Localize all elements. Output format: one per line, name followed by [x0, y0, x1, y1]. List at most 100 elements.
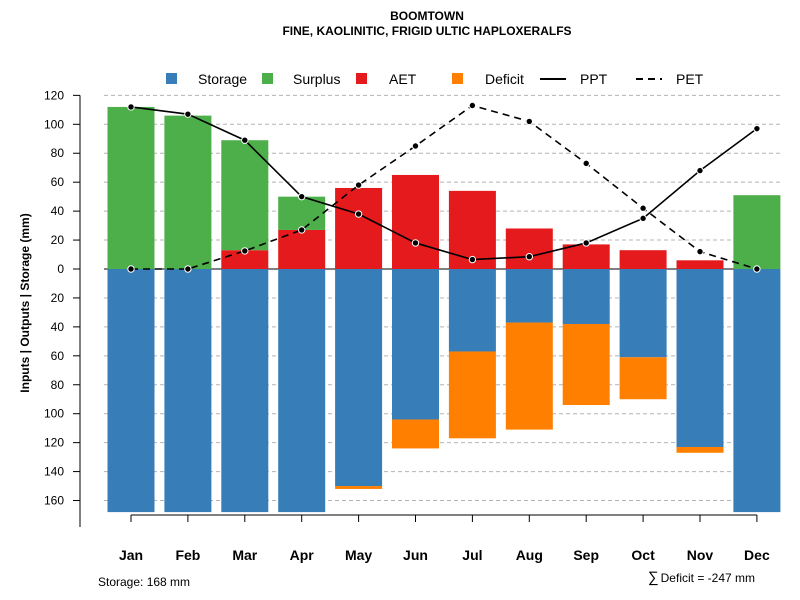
- point-pet-sep: [582, 159, 590, 168]
- point-ppt-oct: [639, 214, 647, 223]
- legend-label-deficit: Deficit: [485, 71, 524, 87]
- legend-swatch-deficit: [452, 73, 463, 84]
- point-pet-may: [354, 181, 363, 189]
- point-ppt-apr: [298, 192, 306, 201]
- legend-swatch-storage: [166, 73, 177, 84]
- bar-storage-dec: [733, 269, 781, 513]
- x-tick-label-sep: Sep: [573, 547, 599, 563]
- point-ppt-dec: [753, 124, 761, 133]
- x-tick-label-feb: Feb: [175, 547, 200, 563]
- chart-title: BOOMTOWN: [390, 9, 464, 23]
- bar-surplus-feb: [164, 115, 212, 269]
- legend-label-pet: PET: [676, 71, 704, 87]
- point-pet-aug: [525, 117, 533, 126]
- bar-surplus-jan: [107, 106, 155, 269]
- legend-swatch-aet: [356, 73, 367, 84]
- bar-deficit-aug: [505, 322, 553, 430]
- y-tick-label: 120: [44, 88, 64, 102]
- chart-subtitle: FINE, KAOLINITIC, FRIGID ULTIC HAPLOXERA…: [282, 24, 571, 38]
- x-tick-label-may: May: [345, 547, 372, 563]
- point-ppt-may: [354, 210, 363, 218]
- bar-aet-mar: [221, 250, 269, 269]
- bar-storage-jul: [448, 269, 496, 352]
- point-ppt-jul: [468, 255, 477, 264]
- x-tick-label-nov: Nov: [687, 547, 714, 563]
- y-tick-label: 60: [51, 349, 65, 363]
- lines: [127, 101, 761, 273]
- point-ppt-feb: [184, 110, 192, 118]
- y-tick-label: 160: [44, 494, 64, 508]
- legend: Storage Surplus AET Deficit PPT PET: [166, 71, 704, 87]
- bar-storage-apr: [278, 269, 326, 513]
- y-tick-label: 120: [44, 436, 64, 450]
- point-pet-dec: [753, 265, 761, 273]
- point-ppt-aug: [525, 253, 533, 261]
- x-tick-label-mar: Mar: [232, 547, 257, 563]
- sum-symbol: ∑: [648, 569, 659, 586]
- point-pet-nov: [696, 247, 704, 256]
- bar-aet-may: [335, 187, 383, 269]
- point-pet-jun: [411, 142, 420, 150]
- bar-storage-oct: [619, 269, 667, 358]
- bar-storage-jan: [107, 269, 155, 513]
- bar-storage-jun: [392, 269, 439, 420]
- point-ppt-mar: [241, 136, 249, 144]
- legend-label-aet: AET: [389, 71, 417, 87]
- point-pet-jul: [468, 101, 477, 110]
- bar-storage-nov: [676, 269, 724, 447]
- y-tick-label: 100: [44, 407, 64, 421]
- bar-aet-jun: [392, 174, 439, 269]
- legend-swatch-surplus: [262, 73, 273, 84]
- y-tick-label: 80: [51, 378, 65, 392]
- point-pet-oct: [639, 204, 647, 212]
- x-tick-label-apr: Apr: [290, 547, 315, 563]
- bar-storage-may: [335, 269, 383, 487]
- x-tick-label-jun: Jun: [403, 547, 428, 563]
- bar-storage-feb: [164, 269, 212, 513]
- bars: [107, 106, 781, 513]
- point-ppt-jan: [127, 103, 135, 111]
- y-tick-label: 20: [51, 233, 65, 247]
- x-tick-label-aug: Aug: [516, 547, 543, 563]
- x-tick-label-dec: Dec: [744, 547, 770, 563]
- line-pet: [131, 104, 758, 270]
- deficit-total-text: Deficit = -247 mm: [661, 571, 755, 585]
- legend-label-ppt: PPT: [580, 71, 608, 87]
- point-pet-jan: [127, 265, 135, 273]
- bar-storage-mar: [221, 269, 269, 513]
- bar-aet-oct: [619, 250, 667, 269]
- deficit-total: ∑ Deficit = -247 mm: [648, 569, 755, 586]
- x-tick-label-jul: Jul: [462, 547, 482, 563]
- storage-total: Storage: 168 mm: [98, 575, 190, 589]
- point-pet-apr: [298, 226, 306, 234]
- x-tick-label-oct: Oct: [631, 547, 655, 563]
- point-ppt-sep: [582, 239, 590, 247]
- legend-label-surplus: Surplus: [293, 71, 340, 87]
- bar-deficit-may: [335, 486, 383, 489]
- y-tick-label: 60: [51, 175, 65, 189]
- y-tick-label: 40: [51, 320, 65, 334]
- gridlines: [104, 94, 780, 502]
- bar-storage-sep: [562, 269, 610, 324]
- point-ppt-nov: [696, 166, 704, 175]
- bar-surplus-dec: [733, 195, 781, 269]
- y-tick-label: 100: [44, 117, 64, 131]
- bar-aet-sep: [562, 244, 610, 269]
- x-tick-label-jan: Jan: [119, 547, 143, 563]
- y-tick-label: 20: [51, 291, 65, 305]
- bar-aet-aug: [505, 228, 553, 269]
- y-tick-label: 40: [51, 204, 65, 218]
- y-tick-label: 80: [51, 146, 65, 160]
- bar-deficit-nov: [676, 446, 724, 453]
- point-pet-feb: [184, 265, 192, 273]
- bar-surplus-mar: [221, 140, 269, 251]
- line-ppt: [130, 106, 758, 261]
- y-tick-label: 0: [57, 262, 64, 276]
- y-tick-label: 140: [44, 465, 64, 479]
- bar-deficit-sep: [562, 323, 610, 406]
- bar-deficit-jun: [392, 419, 439, 449]
- y-axis-label: Inputs | Outputs | Storage (mm): [18, 213, 32, 392]
- point-ppt-jun: [411, 239, 420, 247]
- bar-storage-aug: [505, 269, 553, 323]
